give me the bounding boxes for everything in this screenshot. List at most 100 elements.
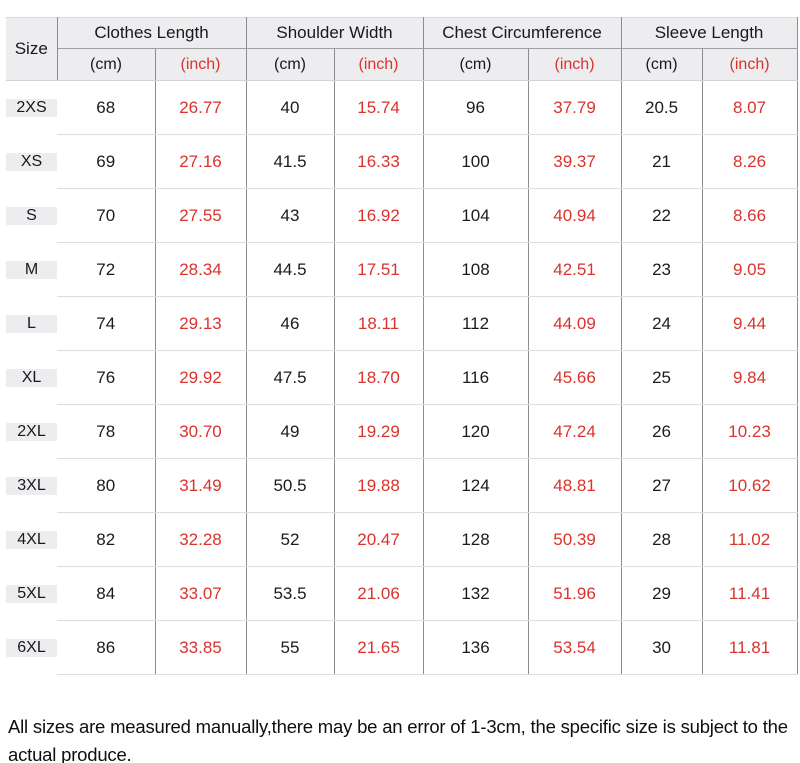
inch-value-cell: 48.81 bbox=[527, 458, 622, 513]
cm-value-cell: 72 bbox=[57, 242, 155, 297]
cm-value-cell: 100 bbox=[422, 134, 529, 189]
cm-value-cell: 43 bbox=[245, 188, 334, 243]
cm-value-cell: 84 bbox=[57, 566, 155, 621]
inch-value-cell: 47.24 bbox=[527, 404, 622, 459]
size-label: XL bbox=[6, 368, 57, 387]
size-cell: XL bbox=[6, 351, 57, 405]
inch-value-cell: 11.81 bbox=[701, 620, 798, 675]
cm-value-cell: 21 bbox=[620, 134, 703, 189]
inch-value-cell: 16.92 bbox=[333, 188, 424, 243]
size-chart-table: Size Clothes Length Shoulder Width Chest… bbox=[6, 17, 798, 675]
inch-value-cell: 16.33 bbox=[333, 134, 424, 189]
unit-header-inch: (inch) bbox=[701, 48, 798, 81]
size-label: XS bbox=[6, 152, 57, 171]
cm-value-cell: 53.5 bbox=[245, 566, 334, 621]
inch-value-cell: 32.28 bbox=[154, 512, 246, 567]
inch-value-cell: 44.09 bbox=[527, 296, 622, 351]
inch-value-cell: 53.54 bbox=[527, 620, 622, 675]
unit-header-cm: (cm) bbox=[245, 48, 334, 81]
cm-value-cell: 52 bbox=[245, 512, 334, 567]
cm-value-cell: 82 bbox=[57, 512, 155, 567]
table-row: 6XL 86 33.85 55 21.65 136 53.54 30 11.81 bbox=[6, 620, 798, 675]
cm-value-cell: 22 bbox=[620, 188, 703, 243]
cm-value-cell: 29 bbox=[620, 566, 703, 621]
cm-value-cell: 80 bbox=[57, 458, 155, 513]
cm-value-cell: 23 bbox=[620, 242, 703, 297]
inch-value-cell: 21.06 bbox=[333, 566, 424, 621]
unit-header-inch: (inch) bbox=[527, 48, 622, 81]
inch-value-cell: 11.02 bbox=[701, 512, 798, 567]
inch-value-cell: 27.55 bbox=[154, 188, 246, 243]
cm-value-cell: 30 bbox=[620, 620, 703, 675]
cm-value-cell: 28 bbox=[620, 512, 703, 567]
cm-value-cell: 124 bbox=[422, 458, 529, 513]
cm-value-cell: 112 bbox=[422, 296, 529, 351]
inch-value-cell: 26.77 bbox=[154, 80, 246, 135]
group-header-shoulder-width: Shoulder Width bbox=[245, 17, 424, 49]
cm-value-cell: 24 bbox=[620, 296, 703, 351]
table-row: 4XL 82 32.28 52 20.47 128 50.39 28 11.02 bbox=[6, 512, 798, 567]
inch-value-cell: 11.41 bbox=[701, 566, 798, 621]
table-row: XS 69 27.16 41.5 16.33 100 39.37 21 8.26 bbox=[6, 134, 798, 189]
group-header-clothes-length: Clothes Length bbox=[56, 17, 246, 49]
inch-value-cell: 42.51 bbox=[527, 242, 622, 297]
cm-value-cell: 20.5 bbox=[620, 80, 703, 135]
cm-value-cell: 50.5 bbox=[245, 458, 334, 513]
table-row: 5XL 84 33.07 53.5 21.06 132 51.96 29 11.41 bbox=[6, 566, 798, 621]
size-cell: 6XL bbox=[6, 621, 57, 675]
inch-value-cell: 37.79 bbox=[527, 80, 622, 135]
inch-value-cell: 9.44 bbox=[701, 296, 798, 351]
size-label: M bbox=[6, 260, 57, 279]
size-cell: 4XL bbox=[6, 513, 57, 567]
cm-value-cell: 27 bbox=[620, 458, 703, 513]
cm-value-cell: 41.5 bbox=[245, 134, 334, 189]
table-row: L 74 29.13 46 18.11 112 44.09 24 9.44 bbox=[6, 296, 798, 351]
size-label: 4XL bbox=[6, 530, 57, 549]
cm-value-cell: 46 bbox=[245, 296, 334, 351]
table-row: 2XS 68 26.77 40 15.74 96 37.79 20.5 8.07 bbox=[6, 80, 798, 135]
inch-value-cell: 10.23 bbox=[701, 404, 798, 459]
inch-value-cell: 40.94 bbox=[527, 188, 622, 243]
cm-value-cell: 44.5 bbox=[245, 242, 334, 297]
cm-value-cell: 104 bbox=[422, 188, 529, 243]
unit-header-cm: (cm) bbox=[56, 48, 155, 81]
size-column-header: Size bbox=[6, 17, 58, 81]
cm-value-cell: 132 bbox=[422, 566, 529, 621]
size-label: 2XS bbox=[6, 98, 57, 117]
cm-value-cell: 26 bbox=[620, 404, 703, 459]
size-cell: 3XL bbox=[6, 459, 57, 513]
cm-value-cell: 55 bbox=[245, 620, 334, 675]
inch-value-cell: 17.51 bbox=[333, 242, 424, 297]
size-cell: L bbox=[6, 297, 57, 351]
size-label: L bbox=[6, 314, 57, 333]
inch-value-cell: 29.92 bbox=[154, 350, 246, 405]
size-label: 5XL bbox=[6, 584, 57, 603]
cm-value-cell: 136 bbox=[422, 620, 529, 675]
inch-value-cell: 20.47 bbox=[333, 512, 424, 567]
inch-value-cell: 18.11 bbox=[333, 296, 424, 351]
table-row: 2XL 78 30.70 49 19.29 120 47.24 26 10.23 bbox=[6, 404, 798, 459]
size-label: 2XL bbox=[6, 422, 57, 441]
inch-value-cell: 18.70 bbox=[333, 350, 424, 405]
unit-header-inch: (inch) bbox=[333, 48, 424, 81]
inch-value-cell: 15.74 bbox=[333, 80, 424, 135]
unit-header-inch: (inch) bbox=[154, 48, 246, 81]
table-row: XL 76 29.92 47.5 18.70 116 45.66 25 9.84 bbox=[6, 350, 798, 405]
measurement-note: All sizes are measured manually,there ma… bbox=[8, 715, 788, 763]
cm-value-cell: 74 bbox=[57, 296, 155, 351]
inch-value-cell: 51.96 bbox=[527, 566, 622, 621]
inch-value-cell: 33.85 bbox=[154, 620, 246, 675]
inch-value-cell: 8.66 bbox=[701, 188, 798, 243]
cm-value-cell: 47.5 bbox=[245, 350, 334, 405]
cm-value-cell: 116 bbox=[422, 350, 529, 405]
table-row: 3XL 80 31.49 50.5 19.88 124 48.81 27 10.62 bbox=[6, 458, 798, 513]
cm-value-cell: 128 bbox=[422, 512, 529, 567]
cm-value-cell: 68 bbox=[57, 80, 155, 135]
size-cell: 5XL bbox=[6, 567, 57, 621]
cm-value-cell: 70 bbox=[57, 188, 155, 243]
size-cell: M bbox=[6, 243, 57, 297]
group-header-sleeve-length: Sleeve Length bbox=[620, 17, 798, 49]
inch-value-cell: 8.26 bbox=[701, 134, 798, 189]
cm-value-cell: 120 bbox=[422, 404, 529, 459]
